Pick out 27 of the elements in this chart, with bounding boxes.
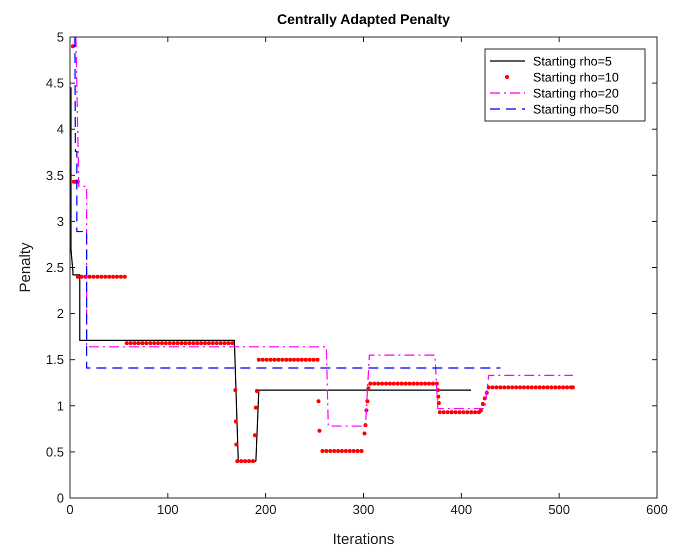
y-tick-label: 1.5: [46, 352, 64, 368]
legend-label: Starting rho=20: [533, 86, 619, 100]
y-tick-label: 0.5: [46, 444, 64, 460]
y-tick-label: 3: [56, 214, 64, 229]
y-tick-label: 4: [56, 122, 64, 137]
legend-label: Starting rho=5: [533, 54, 612, 68]
line-series: [74, 36, 502, 369]
y-tick-label: 3.5: [46, 168, 64, 183]
y-tick-label: 4.5: [46, 76, 64, 91]
y-tick-label: 5: [56, 30, 64, 44]
x-axis-title: Iterations: [332, 531, 394, 548]
legend-label: Starting rho=50: [533, 102, 619, 116]
x-tick-label: 400: [450, 502, 472, 517]
legend-label: Starting rho=10: [533, 70, 619, 84]
y-tick-label: 2.5: [46, 260, 64, 275]
x-tick-label: 500: [548, 502, 570, 517]
x-tick-label: 0: [66, 502, 74, 517]
y-tick-label: 0: [56, 490, 64, 506]
chart-title: Centrally Adapted Penalty: [277, 11, 450, 27]
line-series: [69, 87, 472, 462]
y-axis-title: Penalty: [17, 242, 34, 293]
y-tick-label: 1: [56, 398, 64, 414]
x-tick-label: 600: [646, 502, 668, 517]
x-tick-label: 100: [156, 502, 179, 517]
x-tick-label: 300: [352, 502, 374, 517]
y-tick-label: 2: [56, 306, 64, 322]
x-tick-label: 200: [254, 502, 277, 517]
